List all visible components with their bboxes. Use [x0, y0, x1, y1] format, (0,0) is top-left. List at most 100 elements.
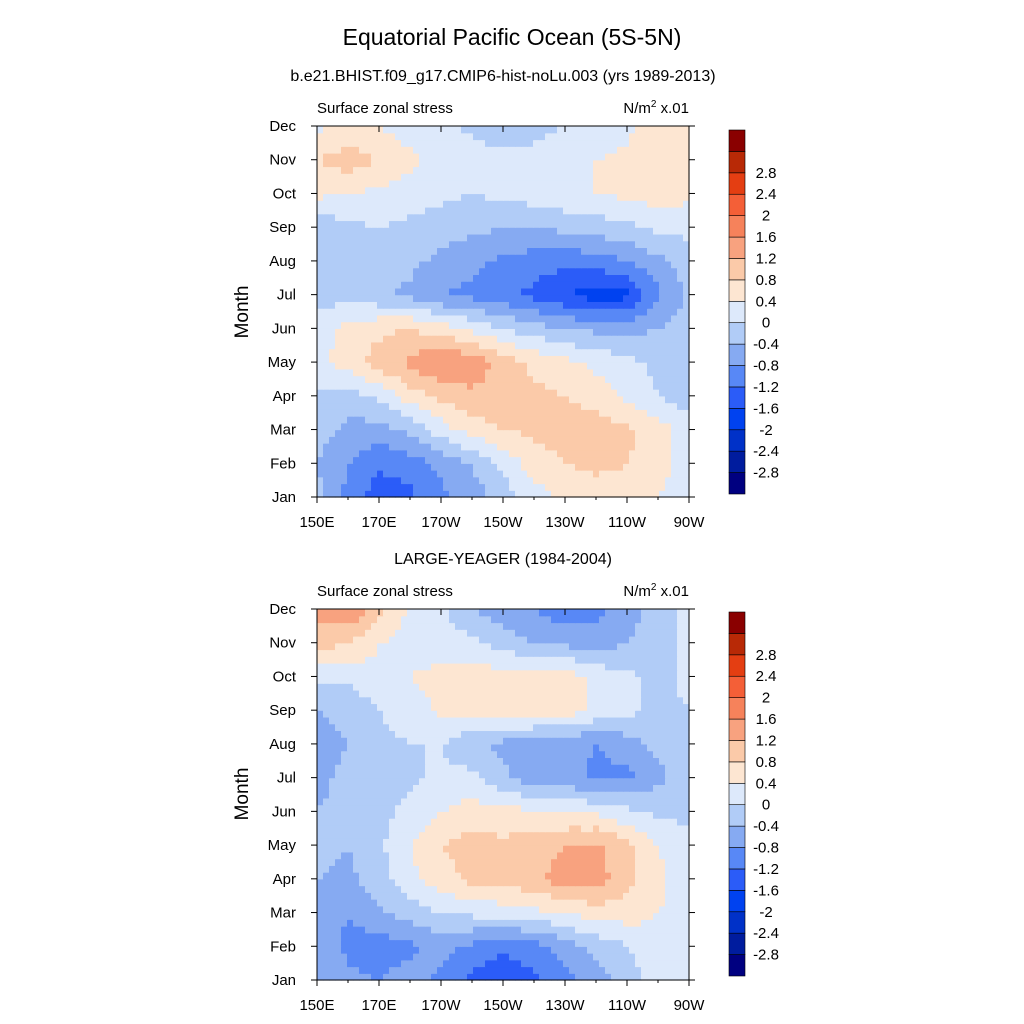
contour-cell [407, 308, 414, 316]
contour-cell [365, 966, 372, 974]
contour-cell [365, 321, 372, 329]
contour-cell [563, 321, 570, 329]
contour-cell [611, 449, 618, 458]
contour-cell [443, 200, 450, 208]
contour-cell [395, 159, 402, 168]
contour-cell [443, 831, 450, 839]
contour-cell [413, 260, 420, 269]
contour-cell [359, 878, 366, 887]
contour-cell [677, 851, 684, 860]
contour-cell [653, 838, 660, 846]
contour-cell [575, 395, 582, 404]
contour-cell [623, 328, 630, 336]
contour-cell [683, 858, 690, 866]
contour-cell [407, 233, 414, 242]
contour-cell [545, 200, 552, 208]
contour-cell [353, 865, 360, 873]
contour-cell [407, 885, 414, 893]
contour-cell [515, 260, 522, 269]
contour-cell [359, 946, 366, 954]
contour-cell [317, 294, 324, 302]
contour-cell [473, 281, 480, 289]
contour-cell [455, 409, 462, 417]
contour-cell [485, 335, 492, 343]
contour-cell [509, 200, 516, 208]
contour-cell [533, 287, 540, 296]
contour-cell [341, 905, 348, 914]
contour-cell [419, 449, 426, 458]
contour-cell [635, 892, 642, 900]
contour-cell [623, 254, 630, 262]
contour-cell [545, 899, 552, 907]
contour-cell [365, 186, 372, 195]
contour-cell [419, 321, 426, 329]
contour-cell [557, 824, 564, 833]
contour-cell [503, 335, 510, 343]
contour-cell [407, 932, 414, 941]
contour-cell [335, 422, 342, 431]
contour-cell [395, 213, 402, 222]
contour-cell [653, 301, 660, 309]
contour-cell [611, 818, 618, 826]
contour-cell [503, 973, 510, 981]
contour-cell [521, 932, 528, 941]
contour-cell [539, 139, 546, 147]
contour-cell [359, 422, 366, 431]
contour-cell [497, 146, 504, 154]
contour-cell [341, 899, 348, 907]
contour-cell [431, 247, 438, 255]
contour-cell [323, 166, 330, 174]
contour-cell [449, 449, 456, 458]
contour-cell [323, 932, 330, 941]
contour-cell [533, 193, 540, 201]
contour-cell [647, 953, 654, 961]
contour-cell [443, 395, 450, 404]
contour-cell [335, 240, 342, 249]
contour-cell [569, 274, 576, 282]
contour-cell [347, 227, 354, 235]
contour-cell [545, 402, 552, 410]
contour-cell [389, 953, 396, 961]
contour-cell [623, 443, 630, 451]
contour-cell [539, 872, 546, 880]
contour-cell [629, 838, 636, 846]
contour-cell [599, 247, 606, 255]
contour-cell [623, 899, 630, 907]
contour-cell [611, 395, 618, 404]
contour-cell [641, 402, 648, 410]
contour-cell [497, 395, 504, 404]
contour-cell [389, 892, 396, 900]
contour-cell [593, 831, 600, 839]
contour-cell [515, 959, 522, 968]
contour-cell [599, 831, 606, 839]
contour-cell [575, 932, 582, 941]
contour-cell [371, 159, 378, 168]
contour-cell [587, 227, 594, 235]
contour-cell [347, 362, 354, 370]
contour-cell [371, 395, 378, 404]
contour-cell [623, 402, 630, 410]
contour-cell [545, 213, 552, 222]
contour-cell [629, 456, 636, 464]
contour-cell [659, 240, 666, 249]
contour-cell [635, 946, 642, 954]
contour-cell [365, 395, 372, 404]
contour-cell [539, 858, 546, 866]
contour-cell [623, 939, 630, 947]
contour-cell [659, 132, 666, 141]
contour-cell [545, 233, 552, 242]
contour-cell [329, 179, 336, 188]
contour-cell [659, 939, 666, 947]
contour-cell [431, 919, 438, 927]
contour-cell [473, 919, 480, 927]
contour-cell [461, 470, 468, 478]
contour-cell [455, 200, 462, 208]
contour-cell [461, 409, 468, 417]
contour-cell [563, 301, 570, 309]
contour-cell [581, 260, 588, 269]
contour-cell [497, 905, 504, 914]
contour-cell [581, 146, 588, 154]
contour-cell [659, 146, 666, 154]
contour-cell [323, 919, 330, 927]
contour-cell [329, 274, 336, 282]
